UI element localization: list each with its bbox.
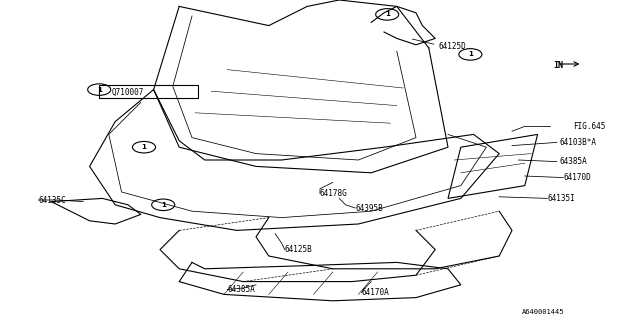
Text: 64385A: 64385A (560, 157, 588, 166)
Text: Q710007: Q710007 (112, 88, 145, 97)
Text: 1: 1 (97, 87, 102, 92)
Text: 64125B: 64125B (285, 245, 312, 254)
Text: 64170D: 64170D (563, 173, 591, 182)
Text: 1: 1 (468, 52, 473, 57)
Text: 64178G: 64178G (320, 189, 348, 198)
Text: 64125D: 64125D (438, 42, 466, 51)
Text: 1: 1 (385, 12, 390, 17)
Bar (99, 85, 198, 98)
Text: 64170A: 64170A (362, 288, 389, 297)
Text: 64395B: 64395B (355, 204, 383, 212)
Text: 64135I: 64135I (547, 194, 575, 203)
Text: 1: 1 (141, 144, 147, 150)
Text: 64135C: 64135C (38, 196, 66, 204)
Text: 64103B*A: 64103B*A (560, 138, 597, 147)
Text: A640001445: A640001445 (522, 309, 564, 315)
Text: IN: IN (554, 61, 564, 70)
Text: 64385A: 64385A (227, 285, 255, 294)
Text: FIG.645: FIG.645 (573, 122, 605, 131)
Text: 1: 1 (161, 202, 166, 208)
